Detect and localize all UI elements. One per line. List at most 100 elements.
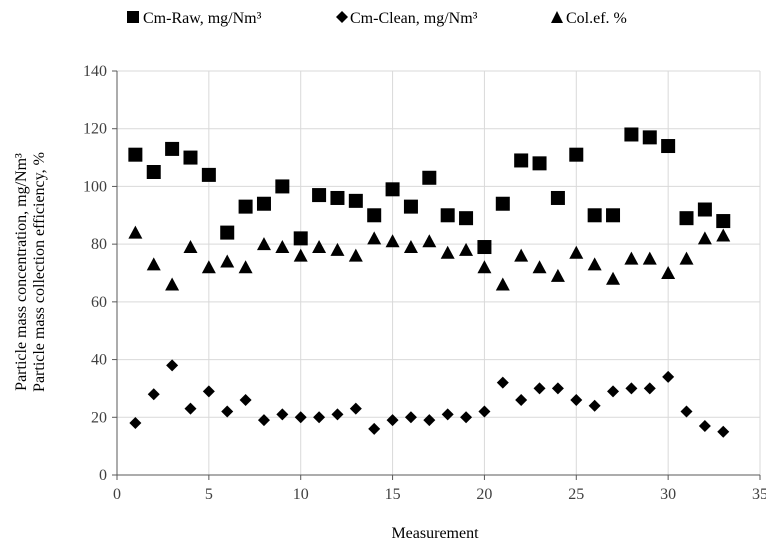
raw-square-point — [514, 153, 529, 168]
raw-square-point — [330, 190, 345, 205]
clean-diamond-point — [551, 382, 564, 395]
clean-diamond-point — [698, 419, 711, 432]
clean-diamond-point — [257, 414, 270, 427]
clean-diamond-point — [386, 414, 399, 427]
clean-diamond-point — [129, 417, 142, 430]
colef-triangle-point — [587, 257, 602, 271]
raw-square-point — [146, 165, 161, 179]
clean-diamond-point — [147, 388, 160, 401]
clean-diamond-point — [423, 414, 436, 427]
y-tick-label: 100 — [83, 178, 107, 195]
colef-triangle-point — [367, 231, 382, 245]
clean-diamond-point — [331, 408, 344, 421]
clean-diamond-point — [404, 411, 417, 424]
colef-triangle-point — [330, 242, 345, 256]
data-points — [128, 127, 731, 438]
x-tick-label: 35 — [752, 486, 766, 503]
colef-triangle-point — [514, 248, 529, 262]
colef-triangle-point — [312, 240, 327, 254]
x-tick-label: 0 — [113, 486, 121, 503]
clean-diamond-point — [202, 385, 215, 398]
series-diamond — [129, 359, 730, 438]
raw-square-point — [128, 147, 143, 162]
y-axis-title: Particle mass concentration, mg/Nm³ Part… — [13, 152, 48, 392]
raw-square-point — [275, 179, 290, 194]
raw-square-point — [569, 147, 584, 162]
raw-square-point — [532, 156, 547, 171]
legend-square-marker — [127, 11, 139, 23]
x-tick-label: 30 — [660, 486, 676, 503]
colef-triangle-point — [146, 257, 161, 271]
x-tick-label: 20 — [476, 486, 492, 503]
y-tick-label: 60 — [91, 294, 107, 311]
raw-square-point — [606, 208, 621, 223]
legend-label-raw: Cm-Raw, mg/Nm³ — [143, 10, 262, 27]
raw-square-point — [661, 139, 676, 154]
legend-diamond-marker — [336, 11, 348, 23]
legend-item-raw: Cm-Raw, mg/Nm³ — [127, 10, 262, 27]
legend-label-colef: Col.ef. % — [566, 10, 627, 27]
series-square — [128, 127, 731, 255]
legend-label-clean: Cm-Clean, mg/Nm³ — [350, 10, 478, 27]
raw-square-point — [624, 127, 639, 142]
colef-triangle-point — [550, 268, 565, 282]
x-axis-title: Measurement — [391, 525, 479, 542]
colef-triangle-point — [238, 260, 253, 274]
colef-triangle-point — [220, 254, 235, 268]
y-tick-label: 120 — [83, 121, 107, 138]
colef-triangle-point — [716, 228, 731, 242]
y-tick-label: 140 — [83, 63, 107, 80]
colef-triangle-point — [348, 248, 363, 262]
legend-triangle-marker — [551, 11, 563, 23]
colef-triangle-point — [569, 245, 584, 259]
colef-triangle-point — [532, 260, 547, 274]
raw-square-point — [697, 202, 712, 217]
raw-square-point — [403, 199, 418, 214]
raw-square-point — [550, 190, 565, 205]
colef-triangle-point — [385, 234, 400, 248]
colef-triangle-point — [459, 242, 474, 256]
clean-diamond-point — [313, 411, 326, 424]
raw-square-point — [459, 211, 474, 226]
y-tick-label: 20 — [91, 409, 107, 426]
colef-triangle-point — [275, 240, 290, 254]
x-tick-label: 25 — [568, 486, 584, 503]
colef-triangle-point — [606, 271, 621, 285]
colef-triangle-point — [128, 225, 143, 239]
clean-diamond-point — [460, 411, 473, 424]
clean-diamond-point — [294, 411, 307, 424]
clean-diamond-point — [588, 399, 601, 412]
colef-triangle-point — [642, 251, 657, 265]
x-tick-label: 5 — [205, 486, 213, 503]
raw-square-point — [587, 208, 602, 223]
raw-square-point — [293, 231, 308, 246]
legend: Cm-Raw, mg/Nm³ Cm-Clean, mg/Nm³ Col.ef. … — [127, 10, 627, 27]
clean-diamond-point — [533, 382, 546, 395]
colef-triangle-point — [293, 248, 308, 262]
colef-triangle-point — [201, 260, 216, 274]
clean-diamond-point — [166, 359, 179, 372]
clean-diamond-point — [496, 376, 509, 389]
series-triangle — [128, 225, 731, 291]
colef-triangle-point — [440, 245, 455, 259]
y-tick-labels: 0 20 40 60 80 100 120 140 — [83, 63, 107, 484]
legend-item-clean: Cm-Clean, mg/Nm³ — [336, 10, 478, 27]
clean-diamond-point — [441, 408, 454, 421]
legend-item-colef: Col.ef. % — [551, 10, 627, 27]
clean-diamond-point — [607, 385, 620, 398]
axes — [112, 70, 761, 480]
colef-triangle-point — [256, 237, 271, 251]
clean-diamond-point — [221, 405, 234, 418]
colef-triangle-point — [661, 266, 676, 279]
raw-square-point — [367, 208, 382, 223]
x-tick-label: 15 — [385, 486, 401, 503]
clean-diamond-point — [570, 393, 583, 406]
y-tick-label: 80 — [91, 236, 107, 253]
raw-square-point — [495, 196, 510, 211]
colef-triangle-point — [679, 251, 694, 265]
clean-diamond-point — [643, 382, 656, 395]
raw-square-point — [220, 225, 235, 240]
raw-square-point — [716, 214, 731, 229]
raw-square-point — [256, 196, 271, 211]
